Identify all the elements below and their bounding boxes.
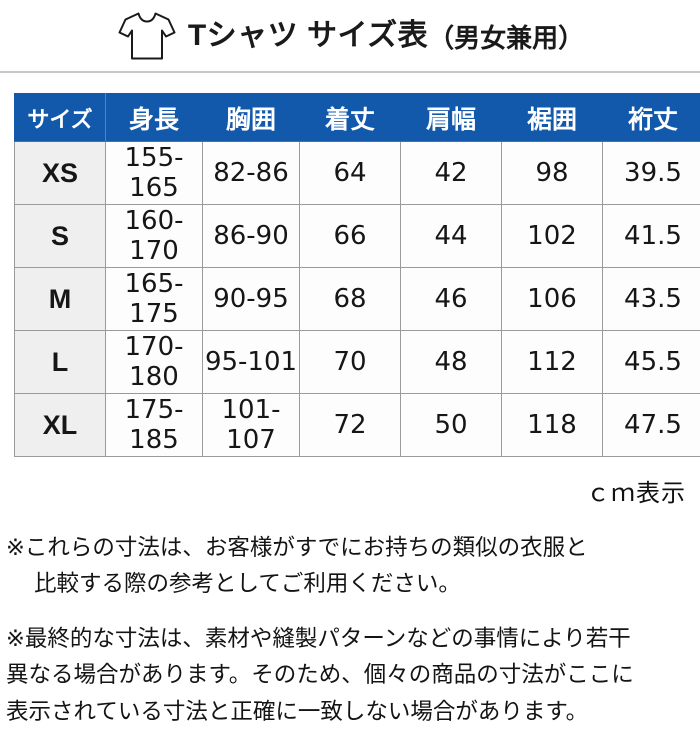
- column-header-height: 身長: [106, 94, 203, 142]
- size-chart-page: Tシャツ サイズ表 （男女兼用） サイズ 身長 胸囲 着丈 肩幅 裾囲 裄丈: [0, 0, 700, 700]
- table-row: XL 175-185 101-107 72 50 118 47.5: [15, 394, 700, 457]
- footnotes: ※これらの寸法は、お客様がすでにお持ちの類似の衣服と 比較する際の参考としてご利…: [0, 508, 700, 730]
- cell-size: XL: [15, 394, 106, 457]
- cell-shoulder: 44: [401, 205, 502, 268]
- footnote-usage: ※これらの寸法は、お客様がすでにお持ちの類似の衣服と 比較する際の参考としてご利…: [6, 530, 694, 603]
- cell-hem: 98: [502, 142, 603, 205]
- footnote-variance-line3: 表示されている寸法と正確に一致しない場合があります。: [34, 694, 694, 730]
- cell-hem: 102: [502, 205, 603, 268]
- cell-size: S: [15, 205, 106, 268]
- cell-chest: 90-95: [203, 268, 300, 331]
- cell-length: 72: [300, 394, 401, 457]
- cell-sleeve: 47.5: [603, 394, 700, 457]
- cell-sleeve: 45.5: [603, 331, 700, 394]
- footnote-variance-line2: 異なる場合があります。そのため、個々の商品の寸法がここに: [34, 657, 694, 693]
- unit-note: ｃｍ表示: [0, 457, 700, 508]
- cell-height: 155-165: [106, 142, 203, 205]
- cell-sleeve: 43.5: [603, 268, 700, 331]
- cell-chest: 101-107: [203, 394, 300, 457]
- table-row: L 170-180 95-101 70 48 112 45.5: [15, 331, 700, 394]
- column-header-shoulder: 肩幅: [401, 94, 502, 142]
- title-main-text: Tシャツ サイズ表: [188, 21, 428, 51]
- cell-shoulder: 42: [401, 142, 502, 205]
- table-header-row: サイズ 身長 胸囲 着丈 肩幅 裾囲 裄丈: [15, 94, 700, 142]
- cell-sleeve: 41.5: [603, 205, 700, 268]
- cell-hem: 106: [502, 268, 603, 331]
- title-paren-text: （男女兼用）: [428, 18, 584, 55]
- cell-sleeve: 39.5: [603, 142, 700, 205]
- cell-chest: 82-86: [203, 142, 300, 205]
- cell-height: 160-170: [106, 205, 203, 268]
- cell-length: 66: [300, 205, 401, 268]
- cell-shoulder: 46: [401, 268, 502, 331]
- table-row: XS 155-165 82-86 64 42 98 39.5: [15, 142, 700, 205]
- footnote-usage-line2: 比較する際の参考としてご利用ください。: [34, 566, 694, 602]
- footnote-variance: ※最終的な寸法は、素材や縫製パターンなどの事情により若干 異なる場合があります。…: [6, 621, 694, 730]
- size-table: サイズ 身長 胸囲 着丈 肩幅 裾囲 裄丈 XS 155-165 82-86 6…: [14, 93, 700, 457]
- column-header-hem: 裾囲: [502, 94, 603, 142]
- cell-height: 170-180: [106, 331, 203, 394]
- cell-shoulder: 50: [401, 394, 502, 457]
- cell-size: L: [15, 331, 106, 394]
- cell-shoulder: 48: [401, 331, 502, 394]
- cell-chest: 86-90: [203, 205, 300, 268]
- cell-hem: 118: [502, 394, 603, 457]
- cell-size: XS: [15, 142, 106, 205]
- tshirt-icon: [116, 10, 178, 62]
- column-header-sleeve: 裄丈: [603, 94, 700, 142]
- cell-length: 64: [300, 142, 401, 205]
- cell-length: 70: [300, 331, 401, 394]
- cell-hem: 112: [502, 331, 603, 394]
- cell-height: 175-185: [106, 394, 203, 457]
- cell-size: M: [15, 268, 106, 331]
- table-row: M 165-175 90-95 68 46 106 43.5: [15, 268, 700, 331]
- cell-height: 165-175: [106, 268, 203, 331]
- size-table-container: サイズ 身長 胸囲 着丈 肩幅 裾囲 裄丈 XS 155-165 82-86 6…: [0, 73, 700, 457]
- footnote-usage-line1: ※これらの寸法は、お客様がすでにお持ちの類似の衣服と: [34, 530, 694, 566]
- column-header-chest: 胸囲: [203, 94, 300, 142]
- column-header-length: 着丈: [300, 94, 401, 142]
- cell-chest: 95-101: [203, 331, 300, 394]
- cell-length: 68: [300, 268, 401, 331]
- footnote-variance-line1: ※最終的な寸法は、素材や縫製パターンなどの事情により若干: [34, 621, 694, 657]
- table-row: S 160-170 86-90 66 44 102 41.5: [15, 205, 700, 268]
- column-header-size: サイズ: [15, 94, 106, 142]
- page-title: Tシャツ サイズ表 （男女兼用）: [0, 0, 700, 66]
